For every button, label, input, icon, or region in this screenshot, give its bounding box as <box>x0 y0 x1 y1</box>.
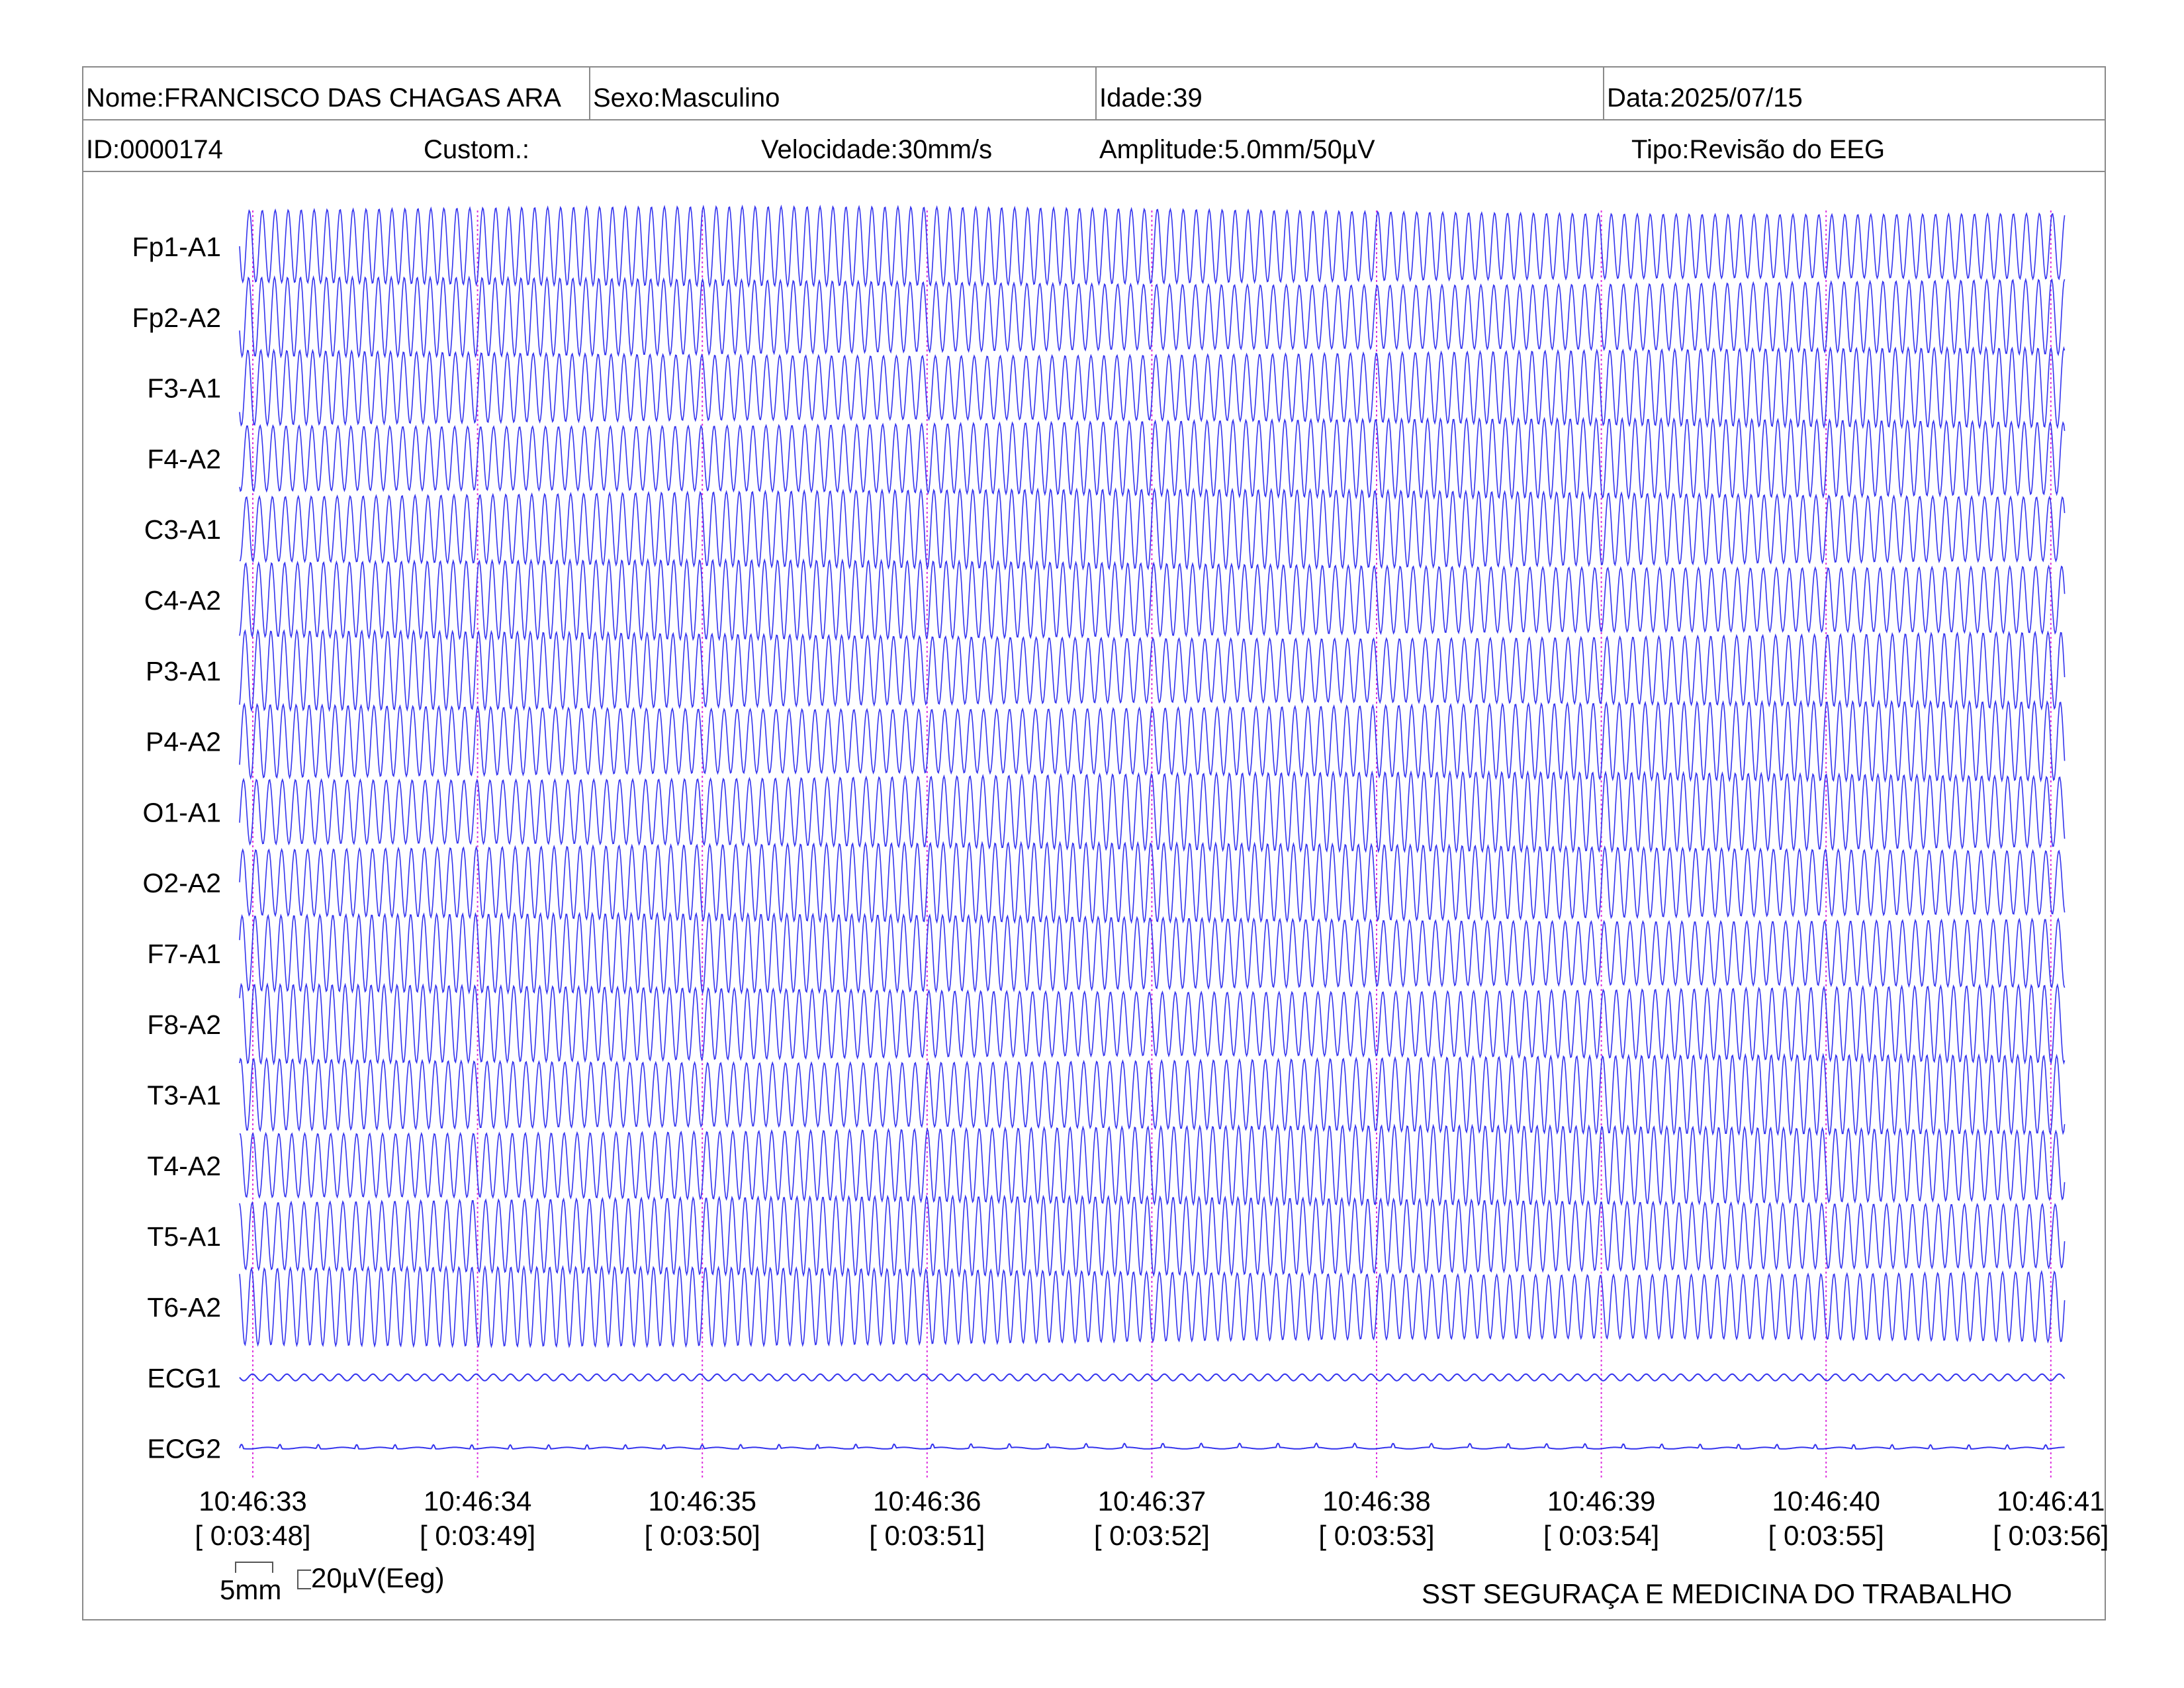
channel-label: C3-A1 <box>144 514 221 545</box>
channel-label: O2-A2 <box>143 868 222 898</box>
scale-bar <box>235 1562 311 1589</box>
custom-field: Custom.: <box>424 135 530 164</box>
channel-label: Fp2-A2 <box>132 303 221 333</box>
header-col-divider-2 <box>1095 66 1097 119</box>
channel-label: F7-A1 <box>147 939 221 969</box>
channel-trace <box>239 770 2066 854</box>
time-elapsed-label: [ 0:03:50] <box>645 1520 760 1551</box>
channel-trace <box>239 629 2066 712</box>
patient-name: Nome:FRANCISCO DAS CHAGAS ARA <box>86 83 561 113</box>
channel-label: T3-A1 <box>147 1080 221 1111</box>
time-clock-label: 10:46:33 <box>199 1485 307 1517</box>
time-clock-label: 10:46:34 <box>424 1485 532 1517</box>
channel-trace <box>239 1373 2066 1382</box>
time-clock-label: 10:46:35 <box>648 1485 756 1517</box>
time-clock-label: 10:46:41 <box>1997 1485 2105 1517</box>
patient-sex: Sexo:Masculino <box>593 83 780 113</box>
amplitude-setting: Amplitude:5.0mm/50µV <box>1099 135 1375 164</box>
company-name: SST SEGURAÇA E MEDICINA DO TRABALHO <box>1422 1578 2013 1609</box>
channel-label: Fp1-A1 <box>132 232 221 262</box>
channel-label: F3-A1 <box>147 373 221 404</box>
report-frame <box>82 66 2106 1620</box>
time-elapsed-label: [ 0:03:55] <box>1768 1520 1884 1551</box>
time-clock-label: 10:46:38 <box>1322 1485 1431 1517</box>
time-clock-label: 10:46:39 <box>1547 1485 1656 1517</box>
channel-label: F8-A2 <box>147 1009 221 1040</box>
channel-trace <box>239 346 2066 430</box>
channel-trace <box>239 1264 2066 1348</box>
channel-label: T6-A2 <box>147 1292 221 1323</box>
time-elapsed-label: [ 0:03:52] <box>1094 1520 1210 1551</box>
channel-trace <box>239 487 2066 571</box>
patient-id: ID:0000174 <box>86 135 223 164</box>
channel-label: P4-A2 <box>146 727 221 757</box>
time-clock-label: 10:46:36 <box>873 1485 981 1517</box>
header-row-divider <box>82 119 2106 120</box>
channel-trace <box>239 416 2066 500</box>
channel-trace <box>239 912 2066 996</box>
channel-label: ECG2 <box>147 1434 221 1464</box>
exam-date: Data:2025/07/15 <box>1607 83 1803 113</box>
channel-trace <box>239 1123 2066 1207</box>
channel-trace <box>239 841 2066 925</box>
channel-label: ECG1 <box>147 1363 221 1393</box>
header-bottom-divider <box>82 171 2106 172</box>
channel-label: O1-A1 <box>143 797 222 827</box>
time-elapsed-label: [ 0:03:51] <box>869 1520 985 1551</box>
channel-trace <box>239 982 2066 1066</box>
vertical-scale-label: 20µV(Eeg) <box>311 1562 445 1593</box>
channel-label: T5-A1 <box>147 1221 221 1252</box>
channel-trace <box>239 1194 2066 1278</box>
paper-speed: Velocidade:30mm/s <box>761 135 993 164</box>
channel-trace <box>239 205 2066 288</box>
channel-trace <box>239 1053 2066 1137</box>
channel-label: P3-A1 <box>146 656 221 686</box>
channel-label: T4-A2 <box>147 1150 221 1181</box>
header-col-divider-3 <box>1603 66 1604 119</box>
channel-label: C4-A2 <box>144 585 221 616</box>
horizontal-scale-bracket <box>235 1562 273 1573</box>
channel-trace <box>239 1442 2065 1450</box>
time-clock-label: 10:46:37 <box>1098 1485 1206 1517</box>
channel-trace <box>239 699 2066 783</box>
time-elapsed-label: [ 0:03:49] <box>420 1520 535 1551</box>
vertical-scale-bracket <box>297 1570 311 1589</box>
time-elapsed-label: [ 0:03:48] <box>195 1520 310 1551</box>
time-elapsed-label: [ 0:03:53] <box>1318 1520 1434 1551</box>
header-col-divider-1 <box>589 66 590 119</box>
time-clock-label: 10:46:40 <box>1772 1485 1880 1517</box>
patient-age: Idade:39 <box>1099 83 1203 113</box>
time-elapsed-label: [ 0:03:54] <box>1543 1520 1659 1551</box>
channel-trace <box>239 557 2066 641</box>
channel-label-layer: Fp1-A1 Fp2-A2 F3-A1 F4-A2 C3-A1 C4-A2 P3-A1 P4-… <box>132 232 221 1464</box>
horizontal-scale-label: 5mm <box>220 1574 282 1605</box>
time-elapsed-label: [ 0:03:56] <box>1993 1520 2109 1551</box>
trace-layer <box>239 205 2066 1450</box>
time-axis-layer: 10:46:33[ 0:03:48] 10:46:34[ 0:03:49] 10:4… <box>195 1485 2109 1551</box>
channel-label: F4-A2 <box>147 444 221 474</box>
exam-type: Tipo:Revisão do EEG <box>1631 135 1886 164</box>
channel-trace <box>239 275 2066 359</box>
